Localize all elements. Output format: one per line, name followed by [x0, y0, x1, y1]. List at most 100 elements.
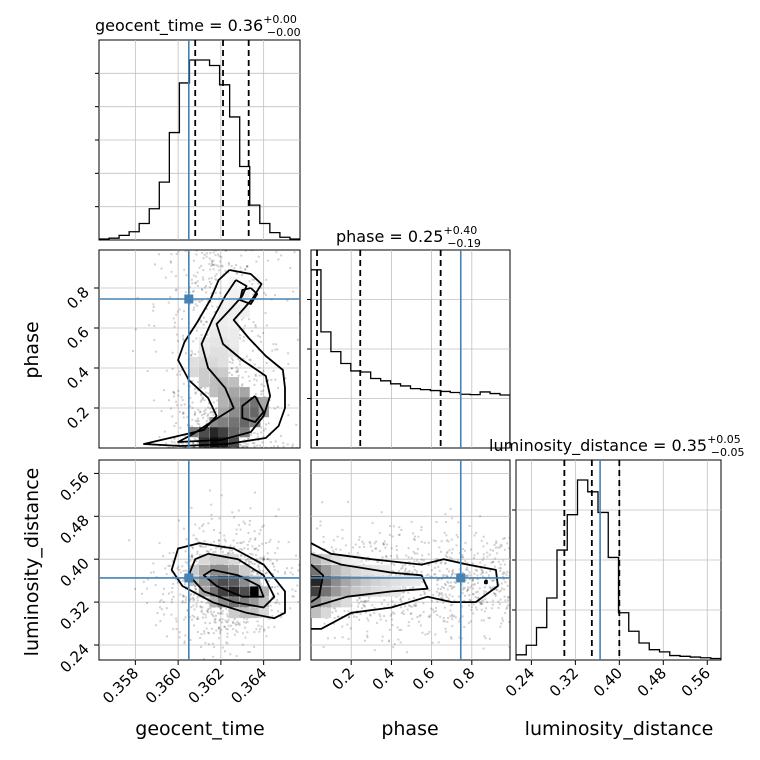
sample-point [202, 413, 205, 416]
sample-point [473, 534, 476, 537]
sample-point [209, 411, 212, 414]
sample-point [172, 628, 175, 631]
sample-point [346, 623, 349, 626]
sample-point [196, 284, 199, 287]
sample-point [219, 291, 222, 294]
sample-point [262, 558, 265, 561]
sample-point [500, 567, 503, 570]
sample-point [212, 610, 215, 613]
sample-point [438, 546, 441, 549]
sample-point [207, 611, 210, 614]
sample-point [262, 569, 265, 572]
sample-point [210, 612, 213, 615]
sample-point [178, 410, 181, 413]
sample-point [258, 366, 261, 369]
density-cell [350, 586, 362, 597]
sample-point [455, 533, 458, 536]
sample-point [204, 391, 207, 394]
sample-point [179, 571, 182, 574]
sample-point [213, 528, 216, 531]
density-cell [209, 317, 220, 328]
sample-point [399, 606, 402, 609]
sample-point [404, 586, 407, 589]
sample-point [208, 622, 211, 625]
sample-point [212, 551, 215, 554]
sample-point [403, 591, 406, 594]
sample-point [360, 600, 363, 603]
sample-point [461, 548, 464, 551]
sample-point [215, 407, 218, 410]
sample-point [451, 595, 454, 598]
sample-point [437, 578, 440, 581]
sample-point [228, 371, 231, 374]
sample-point [155, 624, 158, 627]
sample-point [191, 401, 194, 404]
sample-point [200, 545, 203, 548]
sample-point [200, 251, 203, 254]
sample-point [442, 601, 445, 604]
sample-point [210, 627, 213, 630]
sample-point [184, 550, 187, 553]
sample-point [409, 587, 412, 590]
sample-point [260, 393, 263, 396]
sample-point [383, 540, 386, 543]
sample-point [262, 389, 265, 392]
sample-point [152, 309, 155, 312]
sample-point [473, 572, 476, 575]
density-cell [228, 327, 240, 338]
x-tick-label: 0.2 [328, 664, 358, 694]
sample-point [239, 266, 242, 269]
sample-point [436, 613, 439, 616]
sample-point [189, 559, 192, 562]
sample-point [385, 543, 388, 546]
sample-point [194, 411, 197, 414]
sample-point [206, 333, 209, 336]
sample-point [262, 435, 265, 438]
sample-point [505, 607, 508, 610]
density-cell [380, 564, 391, 576]
sample-point [244, 250, 247, 252]
sample-point [249, 571, 252, 574]
sample-point [162, 600, 165, 603]
sample-point [249, 574, 252, 577]
sample-point [421, 554, 424, 557]
sample-point [478, 601, 481, 604]
sample-point [185, 274, 188, 277]
sample-point [388, 628, 391, 631]
sample-point [184, 569, 187, 572]
sample-point [221, 610, 224, 613]
histogram-bars [311, 269, 510, 448]
sample-point [176, 310, 179, 313]
sample-point [195, 329, 198, 332]
sample-point [265, 423, 268, 426]
sample-point [203, 632, 206, 635]
sample-point [400, 597, 403, 600]
sample-point [356, 599, 359, 602]
sample-point [255, 379, 258, 382]
sample-point [272, 565, 275, 568]
sample-point [184, 616, 187, 619]
sample-point [383, 599, 386, 602]
sample-point [165, 635, 168, 638]
sample-point [278, 602, 281, 605]
sample-point [385, 555, 388, 558]
sample-point [347, 637, 350, 640]
y-tick-label: 0.8 [63, 283, 93, 313]
sample-point [446, 567, 449, 570]
sample-point [270, 446, 273, 448]
sample-point [405, 571, 408, 574]
sample-point [171, 351, 174, 354]
sample-point [485, 578, 488, 581]
sample-point [429, 614, 432, 617]
sample-point [202, 658, 205, 660]
sample-point [465, 574, 468, 577]
sample-point [388, 533, 391, 536]
sample-point [379, 618, 382, 621]
sample-point [348, 616, 351, 619]
sample-point [476, 581, 479, 584]
density-cell [217, 317, 229, 328]
sample-point [244, 626, 247, 629]
sample-point [461, 615, 464, 618]
sample-point [449, 507, 452, 510]
sample-point [403, 571, 406, 574]
